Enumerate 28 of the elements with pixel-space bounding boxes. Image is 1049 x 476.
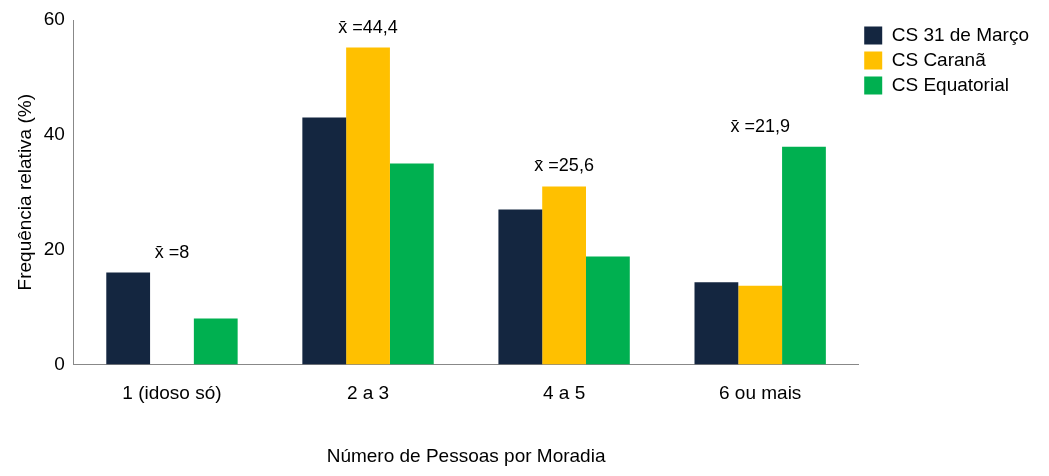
bar: [302, 117, 347, 365]
y-tick-label: 60: [43, 8, 65, 30]
x-tick-label: 6 ou mais: [718, 382, 802, 404]
bar: [106, 272, 151, 365]
x-tick-label: 1 (idoso só): [122, 382, 222, 404]
bar: [346, 47, 390, 365]
x-tick-label: 2 a 3: [346, 382, 390, 404]
annotation: x̄ =8: [154, 241, 190, 262]
bar: [738, 285, 783, 365]
annotation: x̄ =44,4: [338, 16, 398, 37]
annotation: x̄ =21,9: [730, 115, 790, 136]
bar: [542, 186, 586, 365]
y-tick-label: 40: [43, 123, 65, 145]
x-axis-title: Número de Pessoas por Moradia: [326, 444, 606, 466]
legend-label: CS Caranã: [891, 48, 987, 70]
bar: [586, 256, 630, 365]
y-axis-title: Frequência relativa (%): [13, 93, 35, 291]
x-tick-label: 4 a 5: [542, 382, 586, 404]
legend-label: CS 31 de Março: [891, 23, 1030, 45]
bar: [694, 282, 739, 365]
y-tick-label: 0: [54, 352, 65, 374]
bar: [498, 209, 543, 365]
bar: [782, 146, 826, 365]
annotation: x̄ =25,6: [534, 155, 594, 176]
legend-label: CS Equatorial: [891, 73, 1009, 95]
bar: [389, 163, 434, 365]
bar: [193, 318, 238, 365]
y-tick-label: 20: [43, 237, 65, 259]
